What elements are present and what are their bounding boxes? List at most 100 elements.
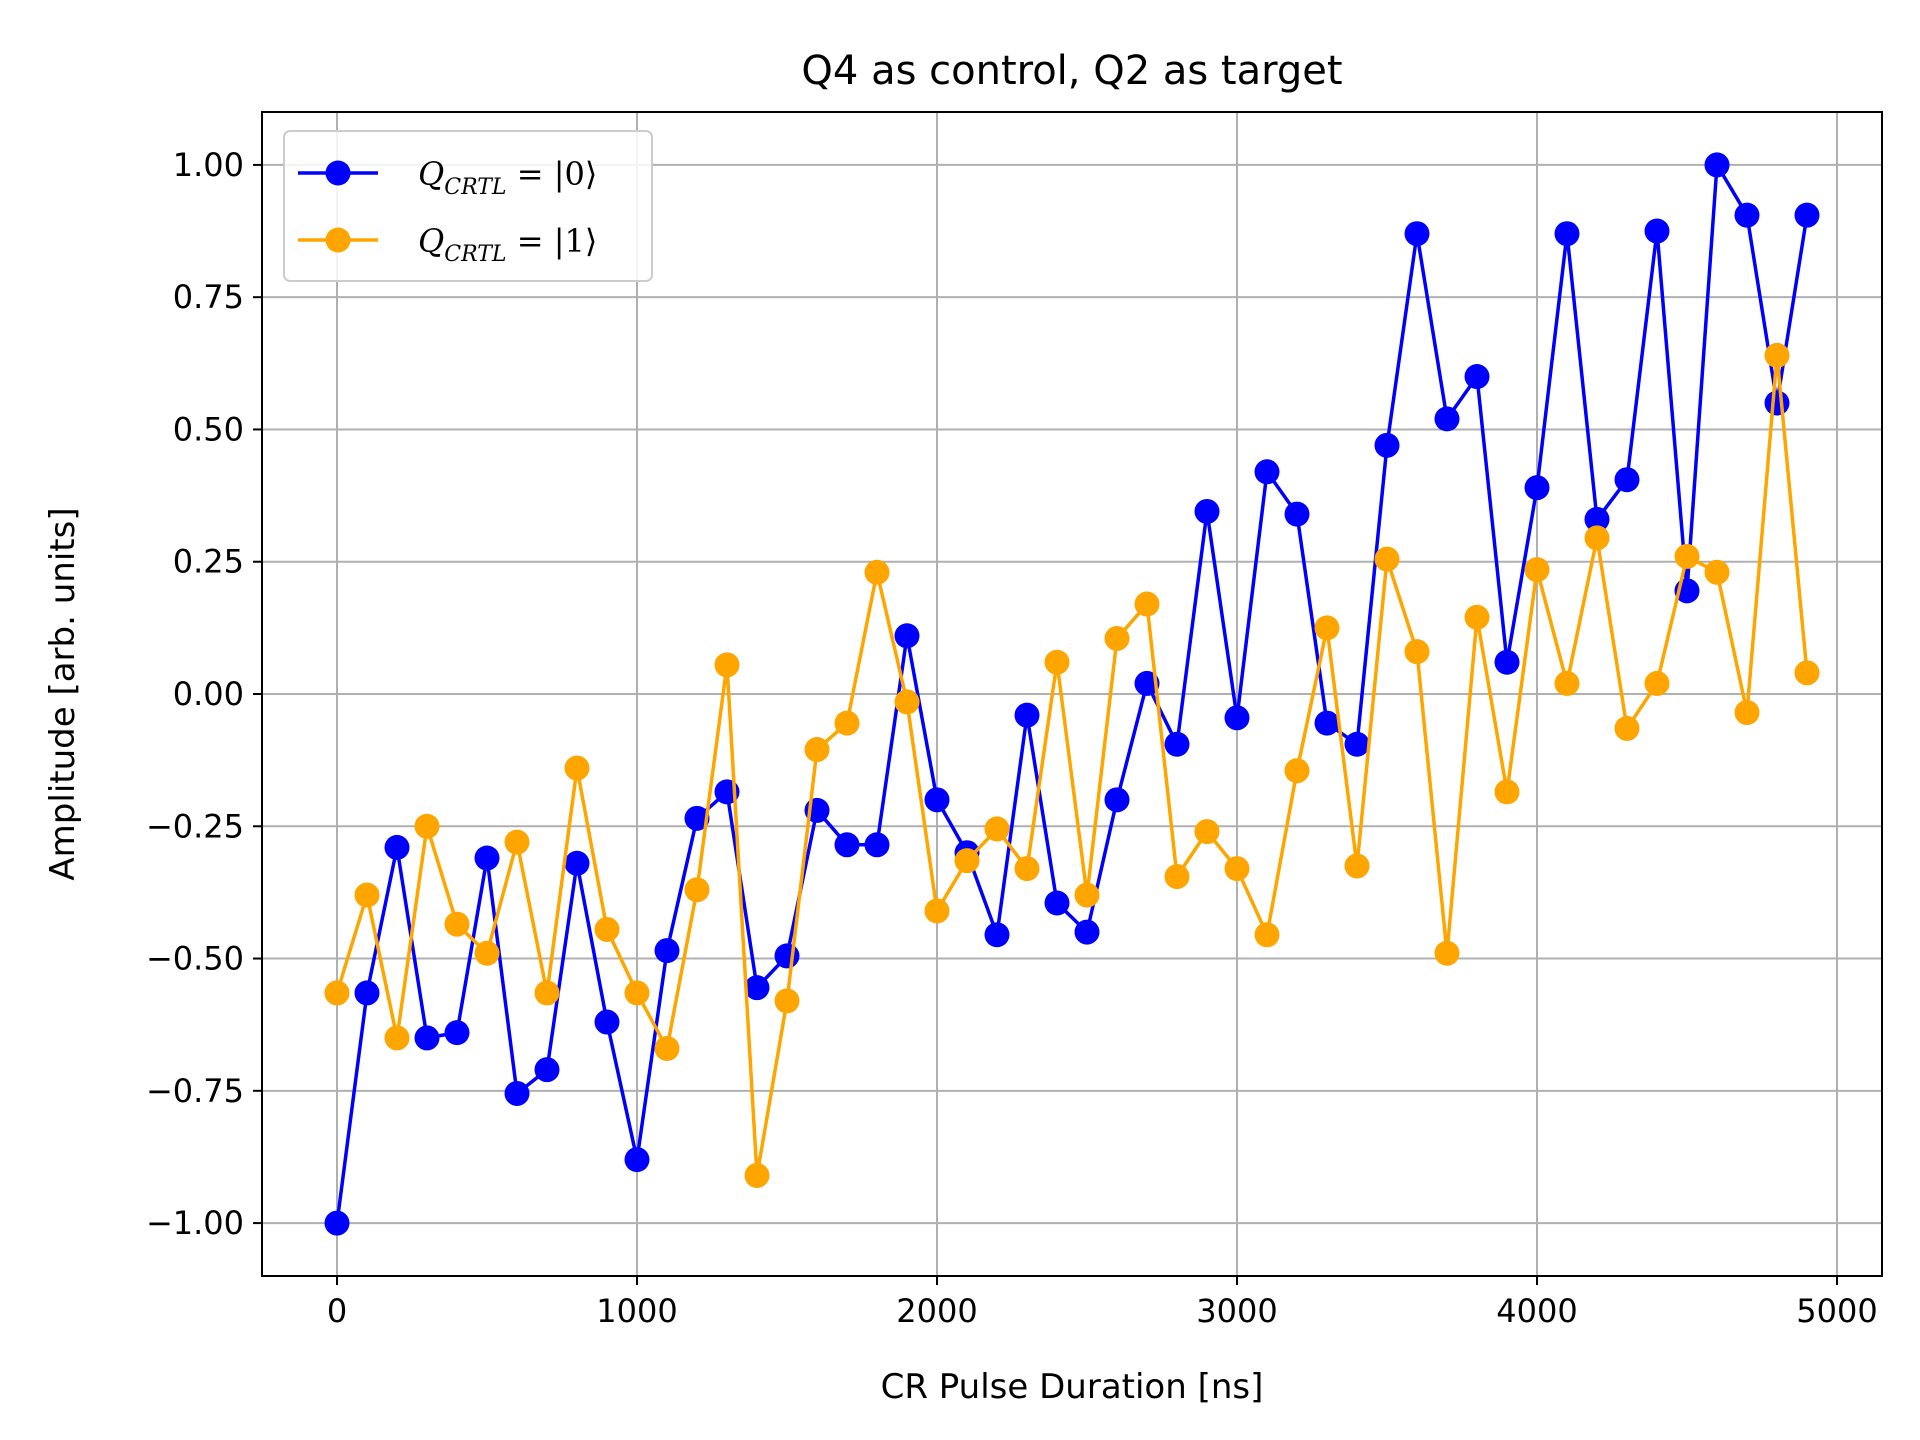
data-point — [1074, 919, 1100, 945]
data-point — [1374, 432, 1400, 458]
data-point — [1224, 856, 1250, 882]
data-point — [654, 1035, 680, 1061]
data-point — [834, 710, 860, 736]
data-point — [744, 1162, 770, 1188]
data-point — [444, 911, 470, 937]
data-point — [1644, 670, 1670, 696]
data-point — [414, 1025, 440, 1051]
x-axis-label: CR Pulse Duration [ns] — [881, 1367, 1264, 1407]
data-point — [1614, 467, 1640, 493]
data-point — [324, 1210, 350, 1236]
data-point — [1704, 559, 1730, 585]
data-point — [324, 980, 350, 1006]
data-point — [1704, 152, 1730, 178]
data-point — [1314, 615, 1340, 641]
legend: QCRTL = |0⟩ QCRTL = |1⟩ — [283, 130, 653, 282]
series-group — [324, 152, 1820, 1236]
y-axis-label: Amplitude [arb. units] — [43, 507, 83, 880]
data-point — [474, 845, 500, 871]
x-tick-label: 2000 — [896, 1292, 977, 1330]
data-point — [1164, 731, 1190, 757]
data-point — [444, 1020, 470, 1046]
y-tick-label: 0.50 — [173, 410, 244, 448]
data-point — [1464, 364, 1490, 390]
y-tick-label: 1.00 — [173, 146, 244, 184]
data-point — [1524, 475, 1550, 501]
data-point — [804, 737, 830, 763]
data-point — [624, 980, 650, 1006]
data-point — [834, 832, 860, 858]
data-point — [1194, 819, 1220, 845]
data-point — [384, 1025, 410, 1051]
data-point — [1314, 710, 1340, 736]
data-point — [1794, 202, 1820, 228]
data-point — [1554, 670, 1580, 696]
data-point — [1734, 700, 1760, 726]
data-point — [504, 1080, 530, 1106]
x-tick-label: 5000 — [1796, 1292, 1877, 1330]
legend-label: QCRTL = |1⟩ — [418, 222, 597, 267]
data-point — [504, 829, 530, 855]
data-point — [564, 850, 590, 876]
y-tick-label: 0.00 — [173, 675, 244, 713]
data-point — [1734, 202, 1760, 228]
data-point — [1014, 856, 1040, 882]
chart-title: Q4 as control, Q2 as target — [801, 48, 1342, 94]
x-tick-label: 3000 — [1196, 1292, 1277, 1330]
data-point — [474, 940, 500, 966]
data-point — [894, 623, 920, 649]
y-tick-label: 0.25 — [173, 543, 244, 581]
data-point — [1044, 649, 1070, 675]
series-line-0 — [335, 163, 1809, 1224]
data-point — [1674, 543, 1700, 569]
data-point — [1254, 922, 1280, 948]
data-point — [1134, 591, 1160, 617]
data-point — [654, 938, 680, 964]
data-point — [1344, 853, 1370, 879]
data-point — [1104, 625, 1130, 651]
data-point — [1044, 890, 1070, 916]
data-point — [684, 805, 710, 831]
data-point — [1554, 221, 1580, 247]
data-point — [624, 1147, 650, 1173]
data-point — [354, 980, 380, 1006]
data-point — [1284, 501, 1310, 527]
data-point — [1134, 670, 1160, 696]
data-point — [1524, 557, 1550, 583]
data-point — [1224, 705, 1250, 731]
x-tick-label: 4000 — [1496, 1292, 1577, 1330]
y-tick-label: −0.25 — [146, 807, 244, 845]
data-point — [714, 652, 740, 678]
data-point — [1644, 218, 1670, 244]
y-tick-label: −0.50 — [146, 940, 244, 978]
data-point — [1104, 787, 1130, 813]
data-point — [1014, 702, 1040, 728]
data-point — [924, 787, 950, 813]
data-point — [1374, 546, 1400, 572]
data-point — [894, 689, 920, 715]
data-point — [954, 848, 980, 874]
data-point — [1194, 498, 1220, 524]
data-point — [1434, 406, 1460, 432]
data-point — [384, 834, 410, 860]
data-point — [984, 816, 1010, 842]
data-point — [1404, 639, 1430, 665]
data-point — [534, 980, 560, 1006]
grid — [262, 112, 1882, 1276]
data-point — [594, 916, 620, 942]
y-tick-label: −0.75 — [146, 1072, 244, 1110]
data-point — [1074, 882, 1100, 908]
data-point — [924, 898, 950, 924]
data-point — [1284, 758, 1310, 784]
data-point — [1584, 506, 1610, 532]
legend-marker — [325, 227, 351, 253]
legend-marker — [325, 160, 351, 186]
data-point — [1494, 649, 1520, 675]
data-point — [864, 832, 890, 858]
ticks: 0 1000 2000 3000 4000 5000 −1.00 −0.75 −0.50 −0.2… — [146, 146, 1878, 1330]
data-point — [684, 877, 710, 903]
data-point — [1344, 731, 1370, 757]
data-point — [1794, 660, 1820, 686]
y-tick-label: 0.75 — [173, 278, 244, 316]
